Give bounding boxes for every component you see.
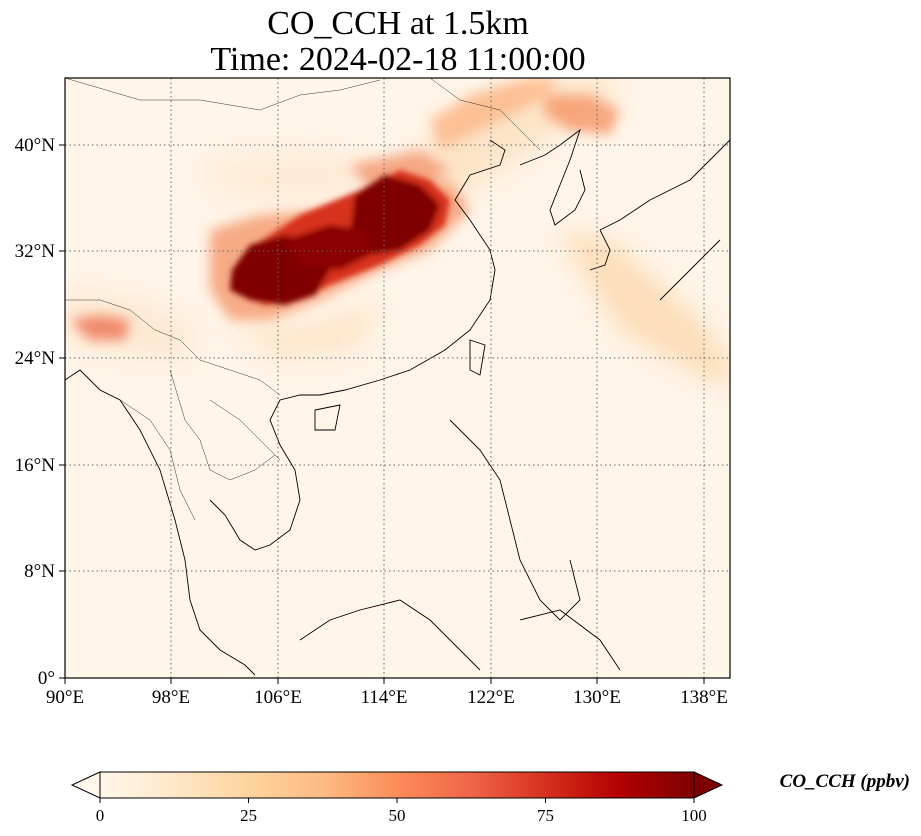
- lon-tick-label: 114°E: [361, 687, 408, 708]
- colorbar-tick-labels: 0 25 50 75 100: [96, 806, 707, 825]
- lon-tick-label: 106°E: [254, 687, 302, 708]
- colorbar-tick-label: 100: [681, 806, 707, 825]
- lon-tick-label: 138°E: [680, 687, 728, 708]
- colorbar-label: CO_CCH (ppbv): [780, 771, 910, 792]
- colorbar-tick-label: 0: [96, 806, 105, 825]
- high-concentration-core: [230, 170, 450, 305]
- lat-tick-label: 24°N: [15, 348, 56, 369]
- lat-tick-label: 32°N: [15, 241, 56, 262]
- colorbar: 0 25 50 75 100 CO_CCH (ppbv): [70, 771, 910, 825]
- coastlines: [65, 128, 730, 676]
- lat-tick-label: 16°N: [15, 455, 56, 476]
- colorbar-gradient: [100, 772, 694, 798]
- gridlines: [65, 78, 730, 678]
- latitude-tick-labels: 0° 8°N 16°N 24°N 32°N 40°N: [15, 135, 56, 689]
- tick-marks: [59, 144, 705, 684]
- colorbar-min-extend: [70, 771, 101, 799]
- lon-tick-label: 98°E: [152, 687, 190, 708]
- lat-tick-label: 40°N: [15, 135, 56, 156]
- country-borders: [65, 78, 541, 521]
- colorbar-tick-label: 50: [389, 806, 406, 825]
- map-title-line1: CO_CCH at 1.5km: [267, 5, 529, 42]
- colorbar-tick-label: 75: [537, 806, 554, 825]
- map-frame: [64, 77, 731, 679]
- concentration-field: [65, 78, 730, 678]
- longitude-tick-labels: 90°E 98°E 106°E 114°E 122°E 130°E 138°E: [46, 687, 728, 708]
- colorbar-tick-label: 25: [240, 806, 257, 825]
- lat-tick-label: 0°: [38, 668, 55, 689]
- lon-tick-label: 90°E: [46, 687, 84, 708]
- map-title-line2: Time: 2024-02-18 11:00:00: [210, 41, 586, 78]
- colorbar-max-extend: [693, 771, 724, 799]
- lat-tick-label: 8°N: [24, 561, 55, 582]
- lon-tick-label: 130°E: [573, 687, 621, 708]
- lon-tick-label: 122°E: [467, 687, 515, 708]
- colorbar-ticks: [99, 798, 695, 803]
- low-concentration-plumes: [65, 78, 730, 390]
